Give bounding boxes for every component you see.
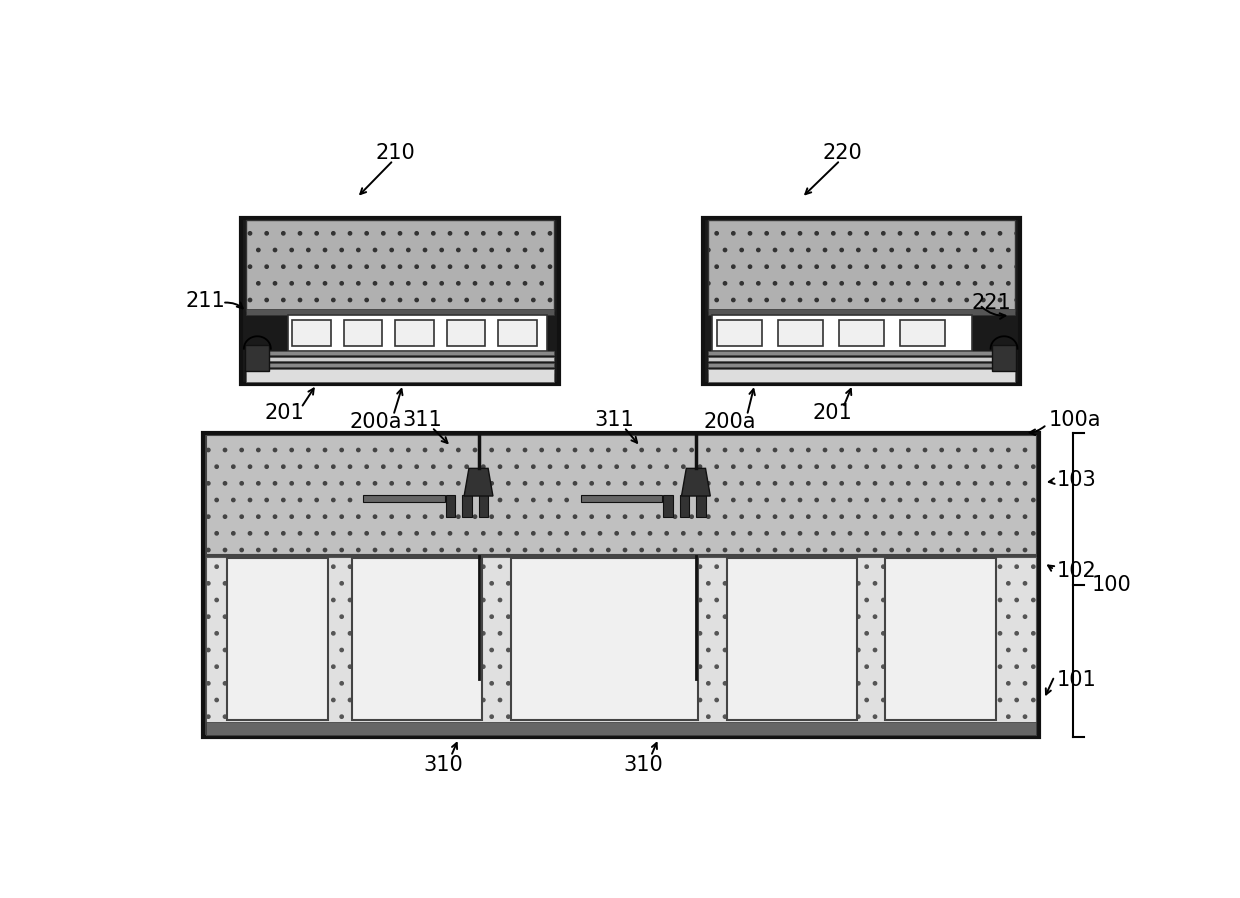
Bar [363, 495, 445, 502]
Text: 200a: 200a [350, 411, 402, 432]
Bar [708, 357, 1016, 361]
Text: 311: 311 [594, 410, 634, 430]
Bar [246, 345, 269, 371]
Bar [343, 320, 382, 346]
Text: 102: 102 [1056, 561, 1096, 581]
Bar [992, 345, 1016, 371]
Bar [247, 220, 554, 311]
Bar [708, 369, 1016, 382]
Bar [396, 320, 434, 346]
Text: 100: 100 [1092, 575, 1132, 594]
Polygon shape [682, 469, 711, 496]
Text: 211: 211 [185, 291, 224, 312]
Polygon shape [464, 469, 494, 496]
Text: 101: 101 [1056, 670, 1096, 691]
Bar [777, 320, 823, 346]
Bar [352, 558, 481, 719]
Bar [708, 309, 1016, 314]
Bar [206, 557, 1037, 735]
Text: 311: 311 [402, 410, 441, 430]
Bar [708, 220, 1016, 311]
Bar [900, 320, 945, 346]
Bar [293, 320, 331, 346]
Text: 100a: 100a [1049, 410, 1101, 430]
Bar [446, 320, 485, 346]
Bar [247, 357, 554, 361]
Text: 221: 221 [971, 294, 1011, 313]
Bar [247, 309, 554, 314]
Bar [885, 558, 996, 719]
Bar [288, 314, 547, 351]
Bar [712, 314, 972, 351]
Bar [696, 495, 706, 516]
Bar [446, 495, 455, 516]
Bar [839, 320, 884, 346]
Bar [247, 351, 554, 356]
Text: 201: 201 [812, 403, 852, 423]
Bar [242, 218, 559, 384]
Bar [206, 723, 1037, 735]
Bar [247, 368, 554, 373]
Text: 210: 210 [376, 143, 415, 163]
Bar [247, 369, 554, 382]
Bar [680, 495, 689, 516]
Bar [708, 363, 1016, 367]
Bar [703, 218, 1019, 384]
Text: 220: 220 [822, 143, 862, 163]
Bar [727, 558, 857, 719]
Bar [663, 495, 673, 516]
Bar [203, 433, 1039, 737]
Text: 103: 103 [1056, 470, 1096, 489]
Bar [206, 435, 1037, 554]
Text: 201: 201 [265, 403, 305, 423]
Bar [717, 320, 763, 346]
Bar [511, 558, 698, 719]
Bar [708, 351, 1016, 356]
Bar [463, 495, 471, 516]
Bar [247, 363, 554, 367]
Bar [708, 368, 1016, 373]
Bar [498, 320, 537, 346]
Text: 310: 310 [423, 754, 464, 775]
Bar [227, 558, 327, 719]
Text: 200a: 200a [703, 411, 756, 432]
Bar [479, 495, 489, 516]
Text: 310: 310 [624, 754, 663, 775]
Bar [580, 495, 662, 502]
